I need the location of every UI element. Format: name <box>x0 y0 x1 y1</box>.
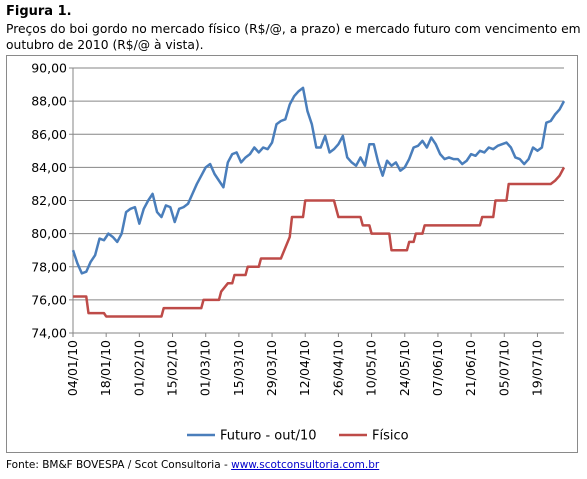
series-line-fisico <box>73 166 566 318</box>
y-tick-label: 80,00 <box>31 226 67 241</box>
y-tick-label: 76,00 <box>31 292 67 307</box>
legend-label-fisico: Físico <box>372 429 409 444</box>
y-tick-label: 84,00 <box>31 160 67 175</box>
source-prefix: Fonte: BM&F BOVESPA / Scot Consultoria - <box>6 459 232 471</box>
x-tick-label: 07/06/10 <box>430 340 445 396</box>
source-note: Fonte: BM&F BOVESPA / Scot Consultoria -… <box>6 459 379 471</box>
y-tick-label: 88,00 <box>31 94 67 109</box>
x-tick-label: 21/06/10 <box>463 340 478 396</box>
x-tick-label: 15/03/10 <box>231 340 246 396</box>
x-tick-label: 12/04/10 <box>297 340 312 396</box>
source-link[interactable]: www.scotconsultoria.com.br <box>231 459 380 471</box>
y-tick-label: 90,00 <box>31 61 67 76</box>
x-tick-label: 26/04/10 <box>330 340 345 396</box>
y-tick-label: 74,00 <box>31 326 67 341</box>
x-tick-label: 01/03/10 <box>198 340 213 396</box>
x-tick-label: 19/07/10 <box>529 340 544 396</box>
figure-label: Figura 1. <box>6 4 72 19</box>
figure-caption: Preços do boi gordo no mercado físico (R… <box>6 22 581 52</box>
price-line-chart: 74,00 76,00 78,00 80,00 82,00 84,00 86,00 88,00… <box>31 61 566 444</box>
x-tick-label: 24/05/10 <box>397 340 412 396</box>
x-tick-label: 01/02/10 <box>131 340 146 396</box>
y-tick-label: 78,00 <box>31 259 67 274</box>
x-tick-label: 15/02/10 <box>165 340 180 396</box>
x-tick-label: 18/01/10 <box>98 340 113 396</box>
series-line-futuro <box>71 86 566 275</box>
x-tick-label: 04/01/10 <box>65 340 80 396</box>
x-tick-label: 29/03/10 <box>264 340 279 396</box>
chart-frame: 74,00 76,00 78,00 80,00 82,00 84,00 86,00 88,00… <box>6 55 578 453</box>
x-tick-label: 05/07/10 <box>496 340 511 396</box>
legend-label-futuro: Futuro - out/10 <box>220 429 317 444</box>
x-tick-label: 10/05/10 <box>364 340 379 396</box>
y-tick-label: 86,00 <box>31 127 67 142</box>
y-tick-label: 82,00 <box>31 193 67 208</box>
